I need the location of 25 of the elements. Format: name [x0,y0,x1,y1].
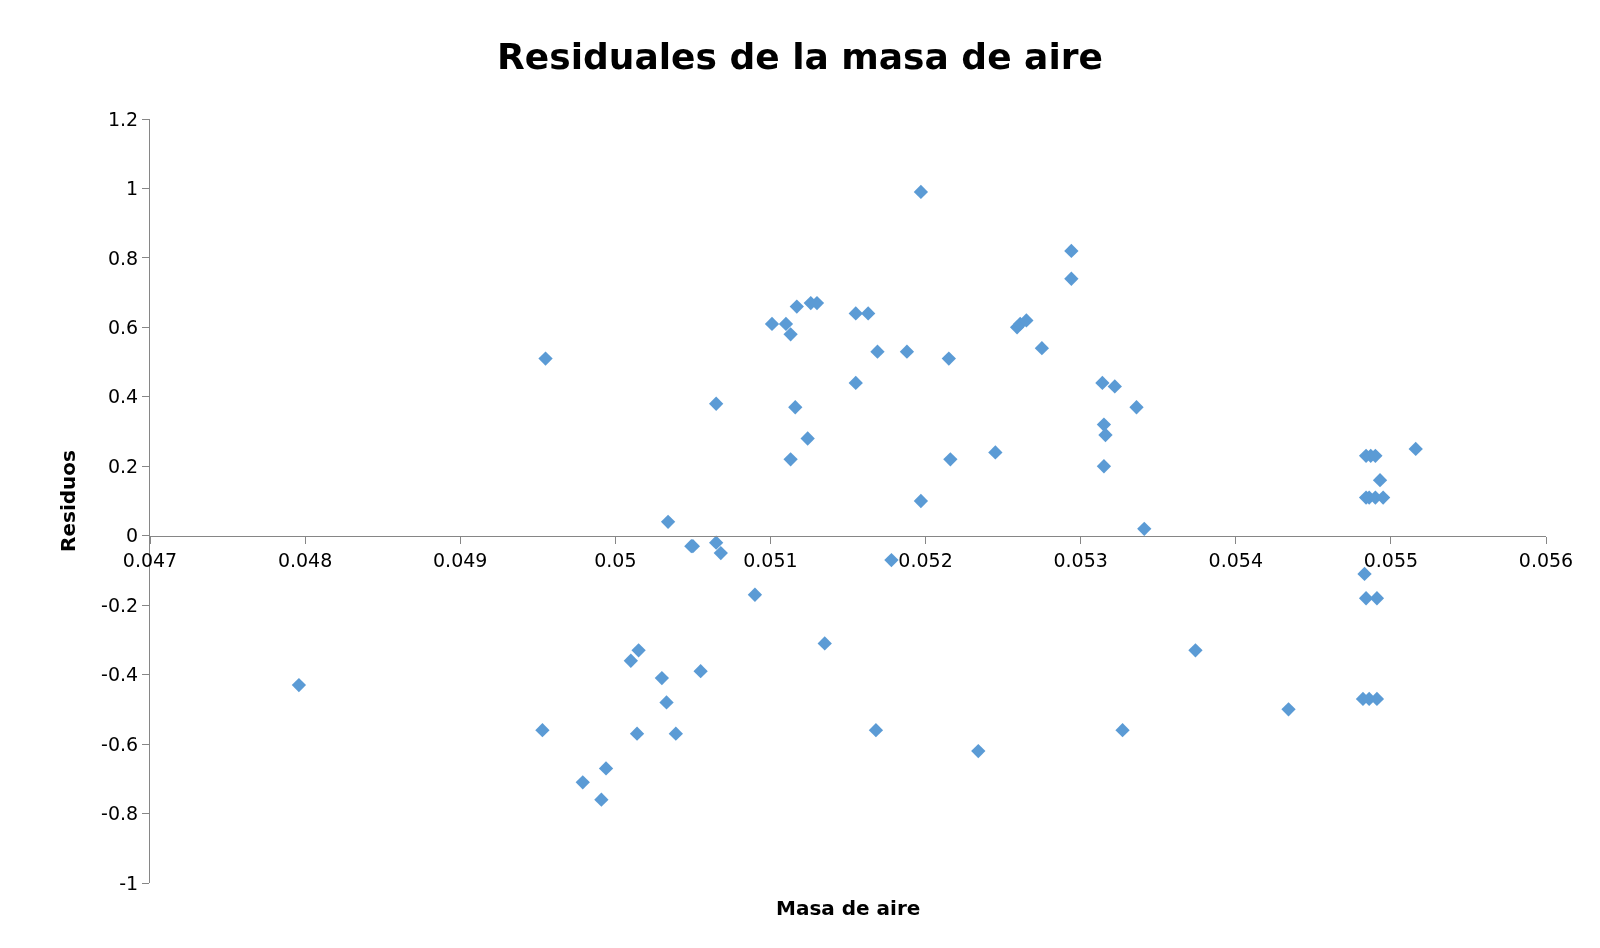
y-tick-label: 0.2 [107,454,139,477]
x-tick-label: 0.05 [594,548,637,571]
y-tick-label: -0.8 [101,802,139,825]
x-tick-label: 0.056 [1518,548,1574,571]
x-tick-label: 0.053 [1053,548,1108,571]
y-tick-label: -0.2 [101,593,139,616]
y-tick-label: -1 [119,871,139,894]
x-tick-label: 0.051 [743,548,798,571]
y-tick-label: -0.6 [101,732,139,755]
x-tick-label: 0.047 [122,548,178,571]
y-tick-label: 0.6 [107,316,139,339]
y-tick-label: 1.2 [107,107,139,130]
x-tick-label: 0.055 [1363,548,1419,571]
x-tick-label: 0.054 [1208,548,1263,571]
chart-title: Residuales de la masa de aire [497,36,1103,78]
y-tick-label: 0.8 [107,246,139,269]
x-tick-label: 0.052 [898,548,953,571]
y-tick-label: 0 [126,524,139,547]
y-tick-label: -0.4 [101,663,139,686]
y-axis-title: Residuos [55,450,80,552]
x-axis-title: Masa de aire [776,896,921,920]
x-tick-label: 0.048 [277,548,333,571]
y-tick-label: 0.4 [107,385,139,408]
x-tick-label: 0.049 [433,548,488,571]
y-tick-label: 1 [126,177,139,200]
